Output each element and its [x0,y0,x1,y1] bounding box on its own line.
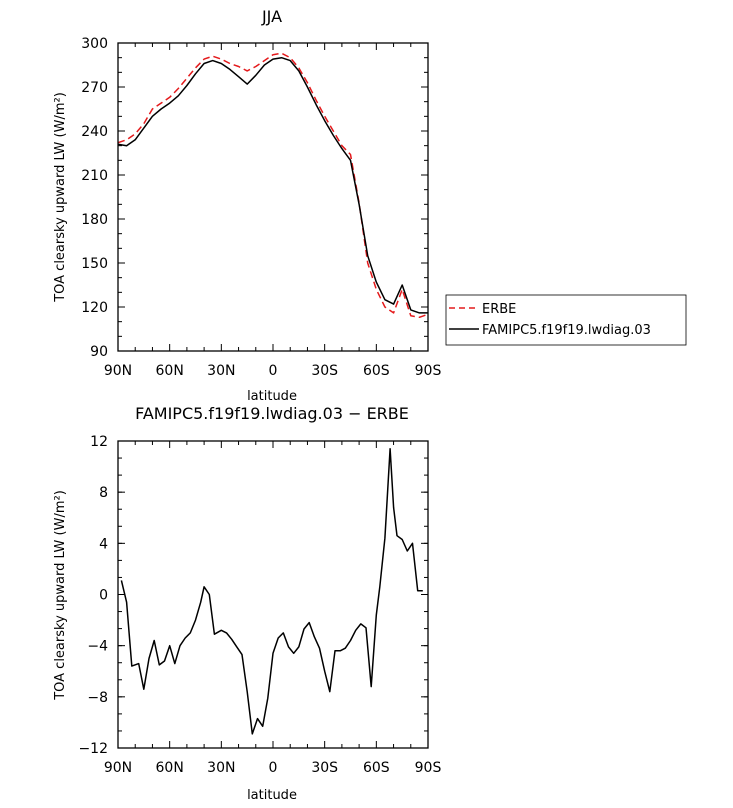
top-series-line-1 [117,52,429,319]
top-title: JJA [261,7,282,26]
bottom-y-tick-label: 0 [99,588,108,604]
bottom-x-tick-label: 60N [156,760,184,776]
top-x-tick-label: 0 [269,363,278,379]
top-x-tick-label: 60N [156,363,184,379]
bottom-y-tick-label: −4 [87,639,108,655]
bottom-x-axis-label: latitude [247,788,297,803]
bottom-x-tick-label: 60S [363,760,390,776]
top-ticks [117,42,429,352]
bottom-plot-frame [117,440,429,749]
legend: ERBE FAMIPC5.f19f19.lwdiag.03 [445,294,687,346]
top-y-tick-labels: 90 120 150 180 210 240 270 300 [81,36,108,360]
top-x-tick-label: 30S [311,363,338,379]
bottom-y-tick-label: 8 [99,485,108,501]
top-x-axis-label: latitude [247,389,297,404]
bottom-y-tick-label: −12 [78,741,108,757]
top-plot-frame [117,42,429,352]
bottom-x-tick-label: 90N [104,760,132,776]
bottom-y-tick-label: 12 [90,434,108,450]
bottom-y-axis-label: TOA clearsky upward LW (W/m²) [53,490,68,701]
bottom-ticks [117,440,429,749]
bottom-title: FAMIPC5.f19f19.lwdiag.03 − ERBE [135,404,409,423]
top-y-tick-label: 240 [81,124,108,140]
top-series [117,52,429,319]
top-x-tick-label: 60S [363,363,390,379]
top-y-tick-label: 120 [81,300,108,316]
legend-label-erbe: ERBE [482,302,516,317]
bottom-x-tick-label: 0 [269,760,278,776]
bottom-y-tick-labels: −12 −8 −4 0 4 8 12 [78,434,108,757]
top-panel: JJA 90N 60N 30N 0 30S 60S 90S 90 120 150 180 210 24… [53,7,441,404]
top-y-tick-label: 300 [81,36,108,52]
bottom-y-tick-label: 4 [99,536,108,552]
top-y-tick-label: 150 [81,256,108,272]
top-series-line-2 [117,56,428,314]
bottom-series [120,447,423,735]
bottom-x-tick-label: 30S [311,760,338,776]
bottom-x-tick-labels: 90N 60N 30N 0 30S 60S 90S [104,760,442,776]
top-x-tick-label: 90N [104,363,132,379]
top-x-tick-label: 30N [207,363,235,379]
top-y-tick-label: 210 [81,168,108,184]
top-y-axis-label: TOA clearsky upward LW (W/m²) [53,92,68,303]
top-y-tick-label: 270 [81,80,108,96]
bottom-y-tick-label: −8 [87,690,108,706]
bottom-x-tick-label: 90S [415,760,442,776]
top-y-tick-label: 180 [81,212,108,228]
top-x-tick-labels: 90N 60N 30N 0 30S 60S 90S [104,363,442,379]
top-y-tick-label: 90 [90,344,108,360]
top-x-tick-label: 90S [415,363,442,379]
bottom-series-line-1 [120,447,423,735]
bottom-panel: FAMIPC5.f19f19.lwdiag.03 − ERBE 90N 60N 30… [53,404,441,803]
legend-box [445,294,687,346]
bottom-x-tick-label: 30N [207,760,235,776]
legend-label-model: FAMIPC5.f19f19.lwdiag.03 [482,323,651,338]
